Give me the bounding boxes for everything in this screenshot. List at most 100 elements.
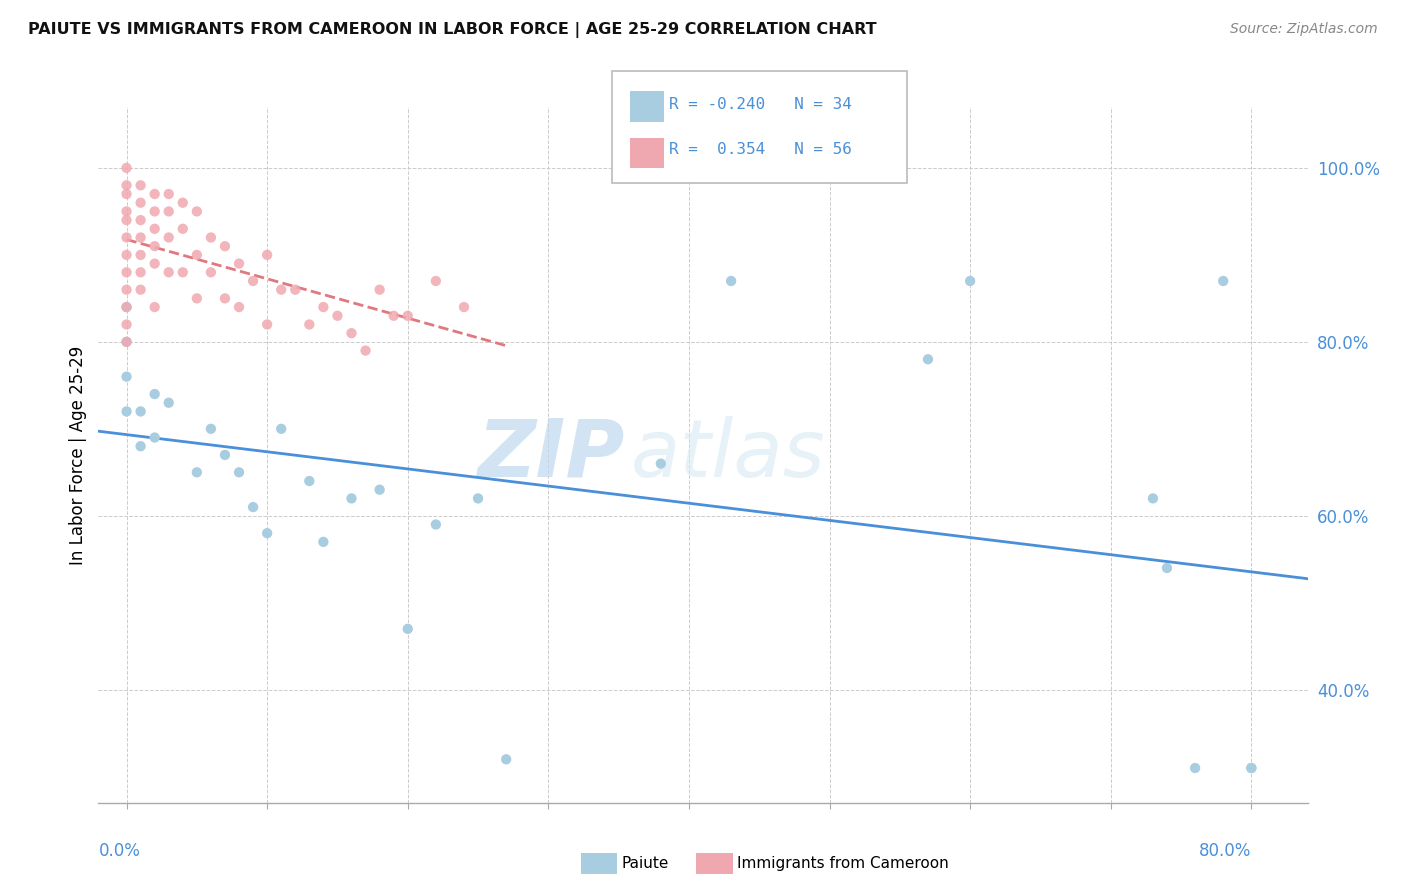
Point [115, 178, 138, 193]
Point [129, 195, 152, 210]
Point [312, 300, 335, 314]
Point [115, 300, 138, 314]
Point [340, 491, 363, 506]
Point [115, 300, 138, 314]
Point [129, 248, 152, 262]
Point [143, 257, 166, 271]
Point [1240, 761, 1263, 775]
Point [467, 491, 489, 506]
Point [186, 466, 208, 480]
Point [242, 274, 264, 288]
Point [298, 474, 321, 488]
Point [1184, 761, 1206, 775]
Point [129, 230, 152, 244]
Point [917, 352, 939, 367]
Text: ZIP: ZIP [477, 416, 624, 494]
Point [242, 500, 264, 514]
Point [396, 622, 419, 636]
Point [157, 204, 180, 219]
Point [186, 204, 208, 219]
Point [115, 404, 138, 418]
Point [157, 187, 180, 202]
Point [157, 265, 180, 279]
Point [1240, 761, 1263, 775]
Point [129, 213, 152, 227]
Point [115, 248, 138, 262]
Point [214, 448, 236, 462]
Point [382, 309, 405, 323]
Point [354, 343, 377, 358]
Point [115, 204, 138, 219]
Point [228, 466, 250, 480]
Point [425, 517, 447, 532]
Y-axis label: In Labor Force | Age 25-29: In Labor Force | Age 25-29 [69, 345, 87, 565]
Point [1156, 561, 1178, 575]
Point [115, 161, 138, 175]
Point [959, 274, 981, 288]
Point [186, 248, 208, 262]
Text: Source: ZipAtlas.com: Source: ZipAtlas.com [1230, 22, 1378, 37]
Point [115, 318, 138, 332]
Point [143, 187, 166, 202]
Point [720, 274, 742, 288]
Point [129, 404, 152, 418]
Point [368, 483, 391, 497]
Point [228, 300, 250, 314]
Text: atlas: atlas [630, 416, 825, 494]
Point [396, 309, 419, 323]
Point [495, 752, 517, 766]
Point [200, 230, 222, 244]
Point [172, 221, 194, 235]
Point [214, 291, 236, 305]
Point [326, 309, 349, 323]
Point [270, 283, 292, 297]
Point [200, 265, 222, 279]
Point [1142, 491, 1164, 506]
Point [129, 283, 152, 297]
Point [298, 318, 321, 332]
Point [115, 369, 138, 384]
Text: 0.0%: 0.0% [98, 842, 141, 860]
Text: 80.0%: 80.0% [1199, 842, 1251, 860]
Text: R = -0.240   N = 34: R = -0.240 N = 34 [669, 97, 852, 112]
Point [143, 387, 166, 401]
Text: Immigrants from Cameroon: Immigrants from Cameroon [737, 856, 949, 871]
Point [270, 422, 292, 436]
Point [129, 439, 152, 453]
Point [425, 274, 447, 288]
Point [200, 422, 222, 436]
Text: Paiute: Paiute [621, 856, 669, 871]
Point [115, 334, 138, 349]
Point [228, 257, 250, 271]
Point [284, 283, 307, 297]
Text: PAIUTE VS IMMIGRANTS FROM CAMEROON IN LABOR FORCE | AGE 25-29 CORRELATION CHART: PAIUTE VS IMMIGRANTS FROM CAMEROON IN LA… [28, 22, 877, 38]
Point [368, 283, 391, 297]
Point [172, 265, 194, 279]
Point [172, 195, 194, 210]
Point [453, 300, 475, 314]
Point [1212, 274, 1234, 288]
Point [214, 239, 236, 253]
Point [157, 396, 180, 410]
Point [115, 265, 138, 279]
Point [312, 535, 335, 549]
Point [256, 526, 278, 541]
Point [157, 230, 180, 244]
Point [143, 221, 166, 235]
Point [340, 326, 363, 340]
Point [143, 431, 166, 445]
Point [256, 248, 278, 262]
Point [143, 204, 166, 219]
Point [650, 457, 672, 471]
Text: R =  0.354   N = 56: R = 0.354 N = 56 [669, 142, 852, 157]
Point [115, 187, 138, 202]
Point [115, 334, 138, 349]
Point [256, 318, 278, 332]
Point [129, 178, 152, 193]
Point [115, 283, 138, 297]
Point [115, 230, 138, 244]
Point [115, 213, 138, 227]
Point [186, 291, 208, 305]
Point [143, 239, 166, 253]
Point [129, 265, 152, 279]
